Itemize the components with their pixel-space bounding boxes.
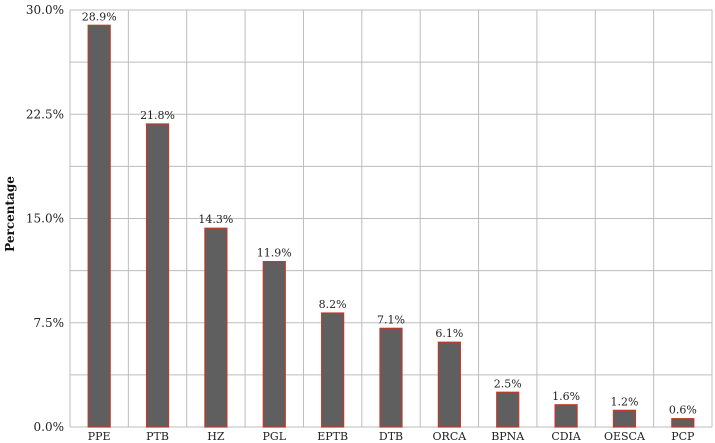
y-axis-title: Percentage xyxy=(3,176,17,252)
y-tick-label: 0.0% xyxy=(34,420,65,434)
bar-pcp xyxy=(671,418,695,428)
bar-dtb xyxy=(379,327,403,428)
category-label: DTB xyxy=(379,430,403,443)
bars xyxy=(87,24,695,428)
data-labels: 28.9% 21.8% 14.3% 11.9% 8.2% 7.1% 6.1% 2.5% 1.6%… xyxy=(82,10,697,416)
data-label: 1.2% xyxy=(610,395,638,408)
data-label: 28.9% xyxy=(82,10,117,23)
y-tick-label: 7.5% xyxy=(34,316,65,330)
y-tick-label: 30.0% xyxy=(26,3,64,17)
data-label: 7.1% xyxy=(377,313,405,326)
category-label: PPE xyxy=(88,430,111,443)
data-label: 14.3% xyxy=(198,213,233,226)
bar-ppe xyxy=(87,24,111,428)
category-label: PGL xyxy=(263,430,287,443)
bar-eptb xyxy=(321,312,345,428)
category-label: BPNA xyxy=(491,430,525,443)
category-label: CDIA xyxy=(551,430,582,443)
category-label: HZ xyxy=(207,430,225,443)
data-label: 0.6% xyxy=(669,404,697,417)
data-label: 21.8% xyxy=(140,109,175,122)
data-label: 2.5% xyxy=(494,377,522,390)
category-label: ORCA xyxy=(433,430,468,443)
bar-ptb xyxy=(145,123,170,428)
category-label: PCP xyxy=(671,430,695,443)
data-label: 1.6% xyxy=(552,390,580,403)
bar-orca xyxy=(437,341,461,428)
y-tick-label: 22.5% xyxy=(26,107,64,121)
bar-hz xyxy=(204,227,228,428)
gridlines xyxy=(69,9,713,428)
data-label: 8.2% xyxy=(319,298,347,311)
data-label: 6.1% xyxy=(435,327,463,340)
bar-pgl xyxy=(262,260,286,428)
category-label: EPTB xyxy=(317,430,348,443)
category-label: PTB xyxy=(146,430,169,443)
data-label: 11.9% xyxy=(257,247,292,260)
bar-oesca xyxy=(612,409,637,428)
bar-bpna xyxy=(496,391,520,428)
bar-cdia xyxy=(554,404,578,428)
category-labels: PPE PTB HZ PGL EPTB DTB ORCA BPNA CDIA OESCA PCP xyxy=(88,430,695,443)
y-tick-label: 15.0% xyxy=(26,212,64,226)
y-tick-labels: 0.0% 7.5% 15.0% 22.5% 30.0% xyxy=(26,3,64,434)
category-label: OESCA xyxy=(604,430,646,443)
